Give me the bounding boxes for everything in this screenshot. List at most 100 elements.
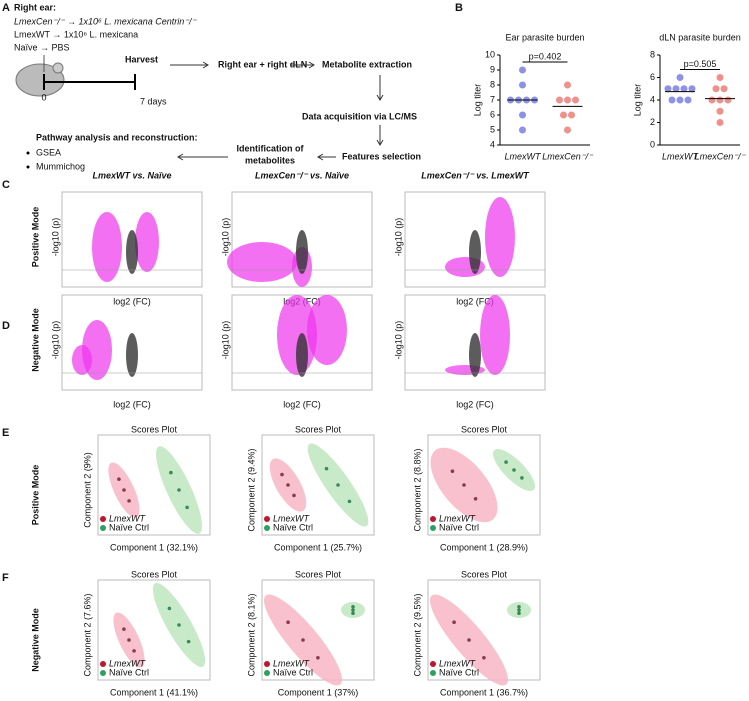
sample-point [351,605,355,609]
y-axis-label: -log10 (p) [220,321,230,360]
data-point [716,96,724,104]
sample-point [512,468,516,472]
column-title: LmexCen⁻/⁻ vs. LmexWT [421,170,530,180]
timeline-label: 7 days [140,96,167,106]
legend-label: Naïve Ctrl [273,522,313,532]
legend-marker [430,525,436,531]
y-tick-label: 8 [650,49,655,59]
legend-marker [100,516,106,522]
legend-marker [264,661,270,667]
sample-point [286,620,290,625]
data-point [560,111,567,119]
y-tick-label: 10 [485,49,495,59]
x-axis-label: Component 1 (32.1%) [110,542,198,552]
x-axis-label: log2 (FC) [456,399,494,409]
point-cloud [92,212,122,282]
point-cloud [72,345,92,375]
plot-frame [97,579,211,681]
sample-point [462,483,466,487]
data-point [712,85,720,93]
y-axis-label: -log10 (p) [393,218,403,257]
data-point [564,126,571,134]
chart-title: dLN parasite burden [659,32,741,42]
legend-label: LmexWT [273,513,311,523]
step: Data acquisition via LC/MS [302,111,417,121]
sample-point [482,655,486,660]
data-point [688,85,696,93]
sample-point [301,638,305,642]
point-cloud-core [296,333,308,377]
x-axis-label: Component 1 (41.1%) [110,687,198,697]
row-label: Positive Mode [30,465,40,526]
x-axis-label: Component 1 (37%) [278,687,359,697]
legend-label: Naïve Ctrl [439,522,479,532]
sample-point [177,488,181,492]
point-cloud [135,212,159,272]
panel-a: A Right ear: LmexCen⁻/⁻ → 1x10⁶ L. mexic… [2,2,421,171]
plot-title: Scores Plot [131,424,178,434]
data-point [664,85,672,93]
sample-point [520,476,524,480]
legend-label: LmexWT [109,658,147,668]
plot-frame [61,191,203,288]
data-point [684,96,692,104]
sample-point [517,605,521,609]
y-tick-label: 9 [490,64,495,74]
legend-label: LmexWT [273,658,311,668]
sample-point [336,483,340,487]
panel-label: B [455,2,463,14]
sample-point [167,606,172,611]
point-cloud-core [469,230,481,274]
data-point [556,96,563,104]
point-cloud [227,242,297,282]
x-axis-label: Component 1 (36.7%) [440,687,528,697]
y-tick-label: 4 [490,139,495,149]
group-line: Naïve → PBS [14,42,70,52]
sample-point [351,608,355,612]
y-tick-label: 6 [650,72,655,82]
sample-point [185,505,189,510]
data-point [716,107,724,115]
plot-frame [261,434,375,536]
plot-frame [404,294,546,391]
point-cloud [480,295,510,375]
infection-title: Right ear: [14,2,56,12]
column-title: LmexCen⁻/⁻ vs. Naïve [255,170,349,180]
sample-point [292,493,296,498]
sample-point [347,499,352,504]
sample-point [452,620,456,625]
legend-label: LmexWT [439,658,477,668]
y-axis-label: -log10 (p) [50,218,60,257]
point-cloud [485,197,515,277]
legend-label: Naïve Ctrl [273,667,313,677]
sample-point [169,470,173,475]
sample-point [450,469,455,474]
data-point [676,96,684,104]
tool: GSEA [36,147,61,157]
y-axis-label: Component 2 (7.6%) [82,593,92,676]
y-tick-label: 8 [490,79,495,89]
x-tick-label: LmexWT [662,151,700,161]
sample-point [122,488,126,492]
panel-label: D [2,320,10,332]
sample-point [517,608,521,612]
p-value: p=0.505 [684,59,717,69]
panel-label: F [2,572,9,584]
sample-point [517,611,521,615]
data-point [519,111,526,119]
plot-frame [261,579,375,681]
y-axis-label: -log10 (p) [50,321,60,360]
p-value: p=0.402 [529,51,562,61]
legend-marker [100,670,106,676]
step: metabolites [245,155,295,165]
plot-frame [61,294,203,391]
x-axis-label: log2 (FC) [113,296,151,306]
legend-marker [264,525,270,531]
y-axis-label: Log titer [472,84,482,117]
y-axis-label: Component 2 (9.4%) [246,448,256,531]
panel-label: A [2,2,10,14]
sample-point [127,638,131,642]
plot-title: Scores Plot [295,424,342,434]
sample-point [177,623,181,627]
plot-title: Scores Plot [461,424,508,434]
